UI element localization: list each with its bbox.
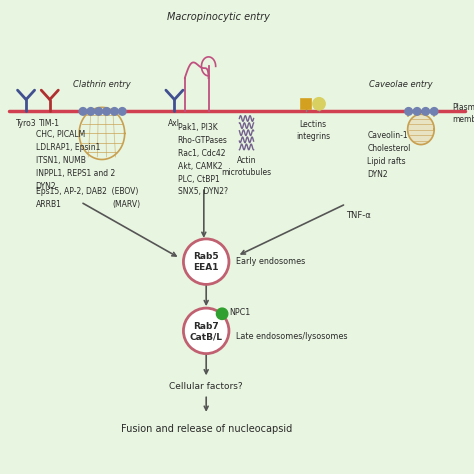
- Text: Axl: Axl: [168, 119, 181, 128]
- Circle shape: [95, 108, 102, 115]
- Text: Lectins
integrins: Lectins integrins: [296, 120, 330, 141]
- Text: (MARV): (MARV): [113, 200, 141, 209]
- Circle shape: [110, 108, 118, 115]
- Circle shape: [183, 239, 229, 284]
- Text: Tyro3: Tyro3: [16, 119, 36, 128]
- Text: Caveolae entry: Caveolae entry: [369, 80, 432, 89]
- Circle shape: [430, 108, 438, 115]
- Text: ARRB1: ARRB1: [36, 200, 62, 209]
- Circle shape: [103, 108, 110, 115]
- Text: TIM-1: TIM-1: [39, 119, 60, 128]
- Text: Macropinocytic entry: Macropinocytic entry: [166, 12, 270, 22]
- Text: Late endosomes/lysosomes: Late endosomes/lysosomes: [236, 332, 347, 341]
- Text: Pak1, PI3K
Rho-GTPases
Rac1, Cdc42
Akt, CAMK2
PLC, CtBP1
SNX5, DYN2?: Pak1, PI3K Rho-GTPases Rac1, Cdc42 Akt, …: [178, 123, 228, 197]
- Text: Early endosomes: Early endosomes: [236, 257, 305, 266]
- Text: Actin
microtubules: Actin microtubules: [221, 156, 272, 177]
- Polygon shape: [408, 114, 434, 145]
- Circle shape: [405, 108, 412, 115]
- FancyBboxPatch shape: [301, 99, 311, 109]
- Circle shape: [422, 108, 429, 115]
- Text: Fusion and release of nucleocapsid: Fusion and release of nucleocapsid: [120, 424, 292, 434]
- Text: Rab5: Rab5: [193, 253, 219, 261]
- Circle shape: [413, 108, 421, 115]
- Text: Plasma
membrane: Plasma membrane: [453, 103, 474, 124]
- Text: Clathrin entry: Clathrin entry: [73, 80, 131, 89]
- Text: Caveolin-1
Cholesterol
Lipid rafts
DYN2: Caveolin-1 Cholesterol Lipid rafts DYN2: [367, 131, 411, 179]
- Text: CHC, PICALM
LDLRAP1, Epsin1
ITSN1, NUMB
INPPL1, REPS1 and 2
DYN2: CHC, PICALM LDLRAP1, Epsin1 ITSN1, NUMB …: [36, 130, 115, 191]
- Text: Rab7: Rab7: [193, 322, 219, 330]
- Circle shape: [118, 108, 126, 115]
- Circle shape: [183, 308, 229, 354]
- Text: CatB/L: CatB/L: [190, 333, 223, 341]
- Text: Eps15, AP-2, DAB2  (EBOV): Eps15, AP-2, DAB2 (EBOV): [36, 187, 138, 196]
- Text: Cellular factors?: Cellular factors?: [169, 382, 243, 391]
- Circle shape: [79, 108, 87, 115]
- Text: EEA1: EEA1: [193, 264, 219, 272]
- Text: NPC1: NPC1: [230, 308, 251, 317]
- Circle shape: [313, 98, 325, 110]
- Circle shape: [217, 308, 228, 319]
- Text: TNF-α: TNF-α: [346, 211, 371, 220]
- Circle shape: [87, 108, 95, 115]
